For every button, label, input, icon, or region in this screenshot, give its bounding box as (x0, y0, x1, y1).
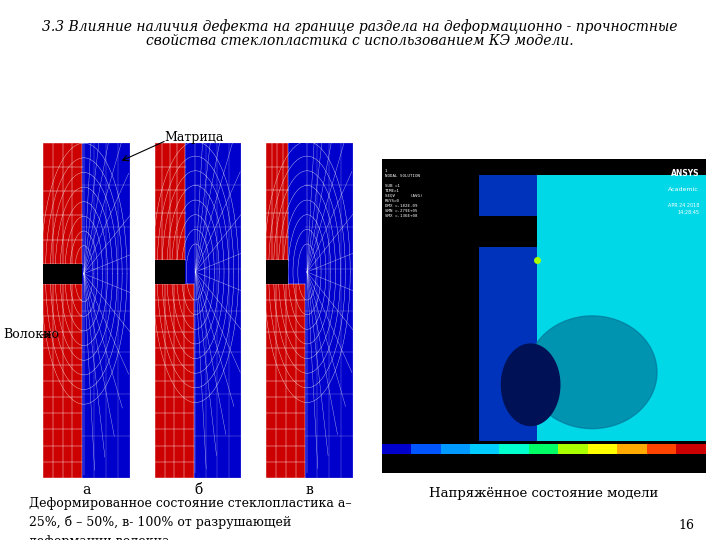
Bar (382, 444, 411, 454)
Text: свойства стеклопластика с использованием КЭ модели.: свойства стеклопластика с использованием… (146, 34, 574, 48)
Text: 3.3 Влияние наличия дефекта на границе раздела на деформационно - прочностные: 3.3 Влияние наличия дефекта на границе р… (42, 19, 678, 34)
Bar (411, 444, 441, 454)
Bar (676, 444, 706, 454)
Bar (155, 284, 194, 478)
Bar (266, 143, 288, 260)
Text: а: а (82, 483, 91, 497)
Bar (479, 215, 537, 247)
Text: в: в (306, 483, 313, 497)
Text: 1
NODAL SOLUTION

SUB =1
TIME=1
SEQV      (AVG)
RSYS=0
DMX =.182E-09
SMN =.279E+: 1 NODAL SOLUTION SUB =1 TIME=1 SEQV (AVG… (385, 168, 423, 218)
Text: Деформированное состояние стеклопластика а–
25%, б – 50%, в- 100% от разрушающей: Деформированное состояние стеклопластика… (29, 497, 351, 540)
Text: Матрица: Матрица (164, 131, 223, 144)
Bar (558, 444, 588, 454)
Bar (588, 444, 617, 454)
Text: Напряжённое состояние модели: Напряжённое состояние модели (429, 487, 658, 500)
Bar (43, 143, 82, 264)
Polygon shape (502, 344, 560, 426)
Text: ANSYS: ANSYS (670, 168, 699, 178)
Bar (266, 260, 288, 284)
Text: Волокно: Волокно (4, 328, 60, 341)
Bar (470, 444, 500, 454)
Bar (617, 444, 647, 454)
Bar (647, 444, 676, 454)
Text: APR 24 2018
14:28:45: APR 24 2018 14:28:45 (667, 203, 699, 215)
Text: 16: 16 (679, 519, 695, 532)
Polygon shape (528, 316, 657, 429)
Bar (266, 284, 305, 478)
Bar (43, 264, 82, 284)
Bar (479, 175, 537, 441)
Bar (505, 175, 706, 441)
Bar (441, 444, 470, 454)
Bar (500, 444, 529, 454)
Bar (155, 260, 185, 284)
Bar (155, 143, 185, 260)
Text: Academic: Academic (668, 187, 699, 192)
Bar (529, 444, 558, 454)
Bar (43, 284, 82, 478)
Text: б: б (194, 483, 202, 497)
